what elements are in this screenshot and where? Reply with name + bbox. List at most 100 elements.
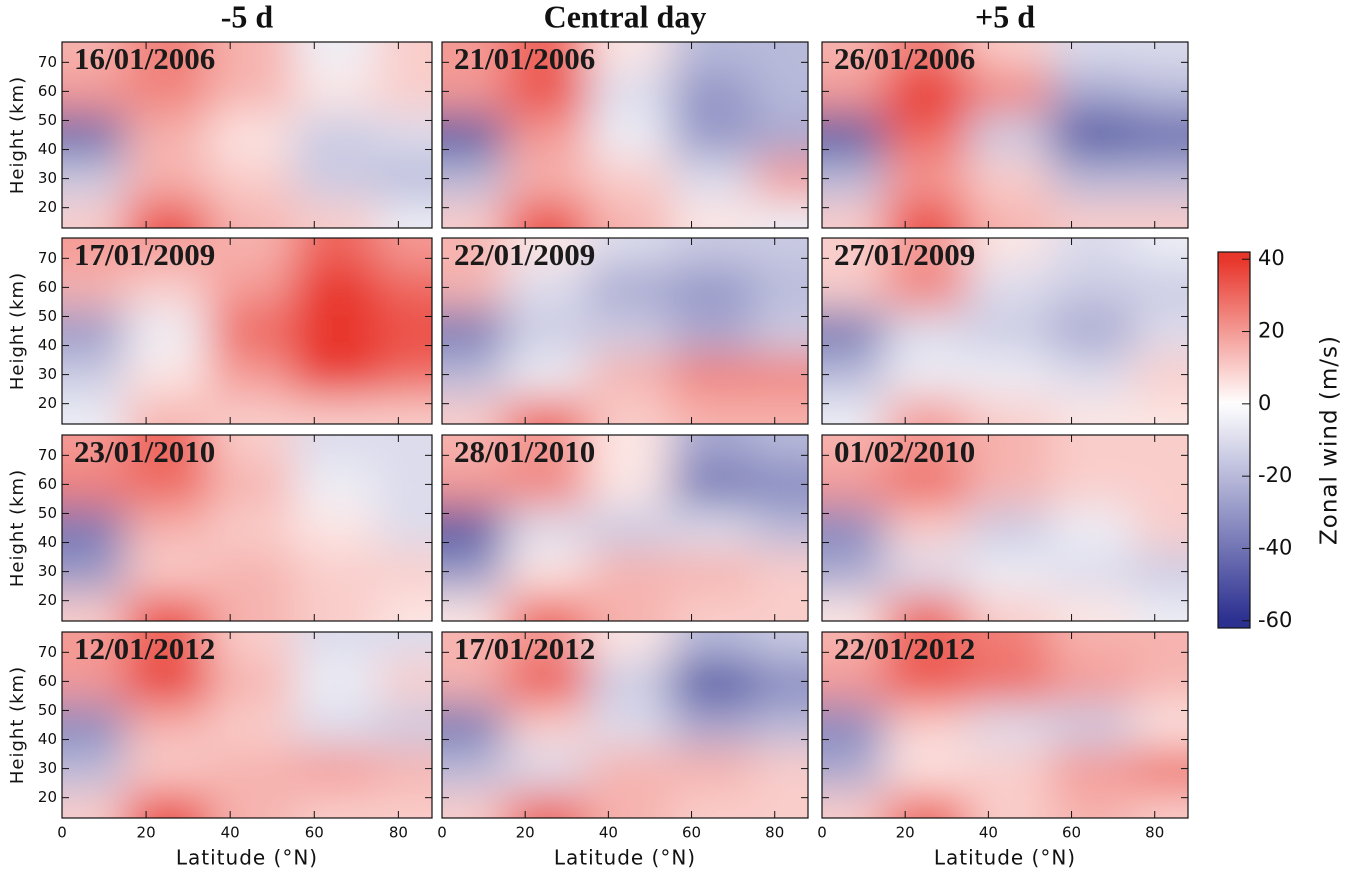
colorbar-tick-label: 0: [1258, 391, 1271, 415]
colorbar-tick-label: -60: [1258, 608, 1292, 632]
panel: [62, 238, 432, 424]
heat-cell: [884, 238, 969, 267]
heat-cell: [209, 790, 294, 818]
heat-cell: [209, 309, 294, 354]
heat-cell: [377, 506, 432, 551]
heat-cell: [967, 309, 1052, 354]
heat-cell: [293, 435, 378, 464]
heat-cell: [442, 265, 505, 310]
heat-cell: [1133, 435, 1188, 464]
y-tick-label: 30: [38, 365, 57, 383]
heat-cell: [587, 156, 672, 201]
heat-cell: [670, 462, 755, 507]
heat-cell: [1133, 549, 1188, 594]
heat-cell: [209, 703, 294, 748]
heat-cell: [670, 200, 755, 228]
x-tick-label: 0: [57, 824, 67, 842]
heat-cell: [1133, 790, 1188, 818]
heat-cell: [125, 309, 210, 354]
heat-cell: [884, 352, 969, 397]
heat-cell: [377, 549, 432, 594]
heatmap-field: [442, 632, 808, 818]
heat-cell: [125, 113, 210, 158]
heat-cell: [967, 790, 1052, 818]
heat-cell: [125, 462, 210, 507]
heat-cell: [442, 309, 505, 354]
heat-cell: [884, 462, 969, 507]
heat-cell: [62, 632, 126, 661]
heat-cell: [884, 69, 969, 114]
heat-cell: [967, 113, 1052, 158]
y-tick-label: 30: [38, 759, 57, 777]
heat-cell: [1133, 265, 1188, 310]
heat-cell: [293, 659, 378, 704]
heat-cell: [62, 549, 126, 594]
heat-cell: [967, 549, 1052, 594]
heat-cell: [209, 113, 294, 158]
heat-cell: [1050, 265, 1135, 310]
x-axis-label: Latitude (°N): [554, 846, 696, 870]
x-tick-label: 20: [137, 824, 156, 842]
heat-cell: [442, 506, 505, 551]
heat-cell: [1050, 352, 1135, 397]
heat-cell: [504, 593, 589, 621]
heat-cell: [377, 265, 432, 310]
heat-cell: [753, 265, 808, 310]
heat-cell: [587, 309, 672, 354]
heat-cell: [587, 506, 672, 551]
heat-cell: [504, 549, 589, 594]
heat-cell: [377, 703, 432, 748]
heat-cell: [209, 659, 294, 704]
heat-cell: [293, 265, 378, 310]
heat-cell: [62, 435, 126, 464]
heat-cell: [967, 632, 1052, 661]
heat-cell: [62, 265, 126, 310]
x-tick-label: 80: [765, 824, 784, 842]
panel: [822, 435, 1188, 621]
heat-cell: [504, 113, 589, 158]
heat-cell: [125, 549, 210, 594]
heat-cell: [884, 435, 969, 464]
heat-cell: [377, 200, 432, 228]
heat-cell: [884, 309, 969, 354]
heat-cell: [753, 156, 808, 201]
panel: [822, 42, 1188, 228]
heat-cell: [967, 156, 1052, 201]
heat-cell: [587, 42, 672, 71]
heat-cell: [504, 462, 589, 507]
heat-cell: [504, 309, 589, 354]
y-tick-label: 70: [38, 249, 57, 267]
heat-cell: [587, 238, 672, 267]
heat-cell: [670, 42, 755, 71]
heat-cell: [967, 435, 1052, 464]
heat-cell: [209, 42, 294, 71]
heat-cell: [1133, 462, 1188, 507]
column-title: Central day: [544, 0, 707, 34]
heat-cell: [293, 42, 378, 71]
heat-cell: [670, 506, 755, 551]
heat-cell: [293, 703, 378, 748]
panel-date: 26/01/2006: [834, 41, 975, 76]
colorbar-tick-label: 40: [1258, 246, 1285, 270]
heat-cell: [209, 265, 294, 310]
heat-cell: [62, 309, 126, 354]
heatmap-field: [62, 238, 432, 424]
heat-cell: [293, 113, 378, 158]
panel: [822, 238, 1188, 424]
heat-cell: [822, 549, 885, 594]
heat-cell: [753, 238, 808, 267]
heat-cell: [125, 746, 210, 791]
colorbar-label: Zonal wind (m/s): [1317, 335, 1343, 545]
heat-cell: [209, 435, 294, 464]
heat-cell: [753, 200, 808, 228]
heat-cell: [1133, 506, 1188, 551]
heat-cell: [377, 69, 432, 114]
heat-cell: [209, 593, 294, 621]
panel: [822, 632, 1188, 818]
heat-cell: [1050, 435, 1135, 464]
heat-cell: [587, 200, 672, 228]
y-tick-label: 70: [38, 53, 57, 71]
heat-cell: [753, 549, 808, 594]
heat-cell: [1050, 549, 1135, 594]
heatmap-field: [822, 238, 1188, 424]
